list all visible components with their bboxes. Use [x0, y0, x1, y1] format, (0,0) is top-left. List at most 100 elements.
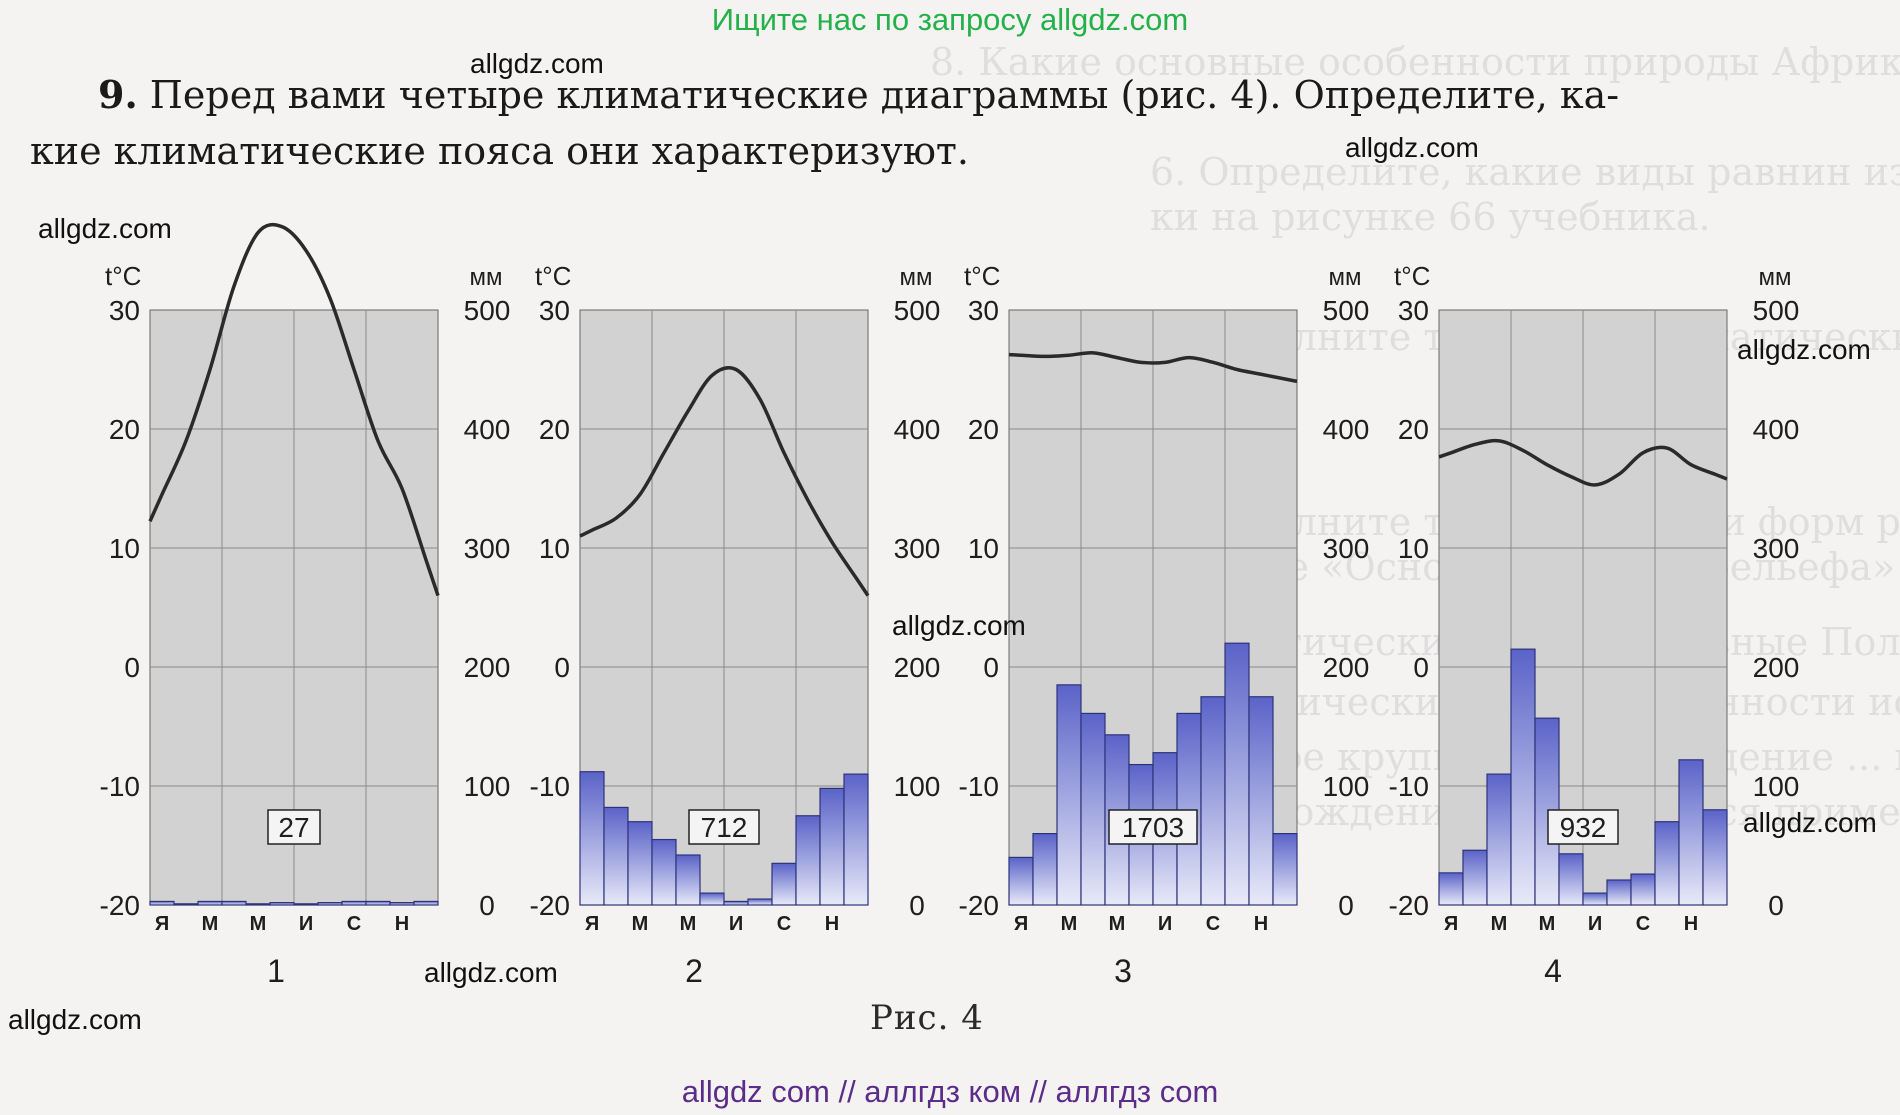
figure-caption: Рис. 4: [870, 998, 984, 1038]
precip-tick-300: 300: [1753, 533, 1800, 564]
precip-bar-month-11: [1248, 696, 1274, 906]
precip-bar-month-7: [1582, 892, 1608, 906]
precip-bar-month-10: [365, 900, 391, 906]
precip-bar-month-6: [699, 892, 725, 906]
precip-bar-month-11: [1678, 759, 1704, 906]
precip-bar-month-1: [1008, 856, 1034, 906]
precip-bar-month-2: [1462, 849, 1488, 906]
watermark-8: allgdz.com: [8, 1004, 142, 1035]
chart-number: 1: [267, 953, 285, 989]
total-precip-box: [688, 809, 760, 845]
precip-bar-month-4: [1510, 648, 1536, 906]
precip-bar-month-7: [723, 900, 749, 906]
precip-bar-month-12: [1272, 832, 1298, 906]
temp-tick-20: 20: [539, 414, 570, 445]
month-label: С: [1206, 913, 1220, 935]
top-banner: Ищите нас по запросу allgdz.com: [711, 2, 1189, 37]
precip-tick-400: 400: [1753, 414, 1800, 445]
temperature-line: [579, 366, 870, 597]
precip-bar-month-2: [1032, 832, 1058, 906]
precip-bar-month-6: [269, 902, 295, 906]
precip-tick-0: 0: [1768, 890, 1784, 921]
precip-bar-month-12: [413, 900, 439, 906]
task-number: 9.: [98, 72, 138, 117]
precip-bar-month-4: [221, 900, 247, 906]
precip-bar-month-8: [1176, 712, 1202, 906]
month-label: Н: [1254, 913, 1268, 935]
precip-bar-month-3: [197, 900, 223, 906]
precip-bar-month-8: [1606, 879, 1632, 906]
total-precip-value: 932: [1560, 812, 1607, 843]
total-precip-value: 1703: [1122, 812, 1184, 843]
precip-bar-month-6: [1558, 853, 1584, 906]
temp-tick--10: -10: [530, 771, 570, 802]
precip-axis-label: мм: [1759, 264, 1792, 291]
temp-tick-0: 0: [1413, 652, 1429, 683]
temperature-line: [1008, 351, 1298, 384]
month-label: М: [1061, 913, 1078, 935]
temperature-line: [148, 222, 440, 597]
temp-axis-label: t°C: [1394, 261, 1430, 291]
watermark-5: allgdz.com: [892, 610, 1026, 641]
precip-bar-month-9: [1630, 873, 1656, 906]
precip-bar-month-11: [819, 787, 845, 906]
chart-number: 2: [685, 953, 703, 989]
precip-tick-100: 100: [464, 771, 511, 802]
month-label: М: [1109, 913, 1126, 935]
precip-bar-month-12: [843, 773, 869, 906]
precip-tick-400: 400: [894, 414, 941, 445]
watermark-6: allgdz.com: [1743, 807, 1877, 838]
temp-tick-20: 20: [1398, 414, 1429, 445]
temp-tick-30: 30: [1398, 295, 1429, 326]
precip-tick-200: 200: [894, 652, 941, 683]
temp-axis-label: t°C: [105, 261, 141, 291]
precip-axis-label: мм: [470, 264, 503, 291]
watermark-1: allgdz.com: [470, 48, 604, 79]
temp-tick-0: 0: [554, 652, 570, 683]
month-label: М: [1539, 913, 1556, 935]
watermark-4: allgdz.com: [1737, 334, 1871, 365]
chart-number: 3: [1114, 953, 1132, 989]
precip-tick-200: 200: [464, 652, 511, 683]
precip-axis-label: мм: [1329, 264, 1362, 291]
precip-bar-month-5: [1534, 717, 1560, 906]
task-line-1: 9. Перед вами четыре климатические диагр…: [98, 72, 1619, 117]
month-label: И: [729, 913, 743, 935]
precip-bar-month-7: [293, 903, 319, 906]
precip-bar-month-2: [603, 806, 629, 906]
temp-tick--10: -10: [1389, 771, 1429, 802]
total-precip-box: [1547, 809, 1619, 845]
precip-bar-month-1: [579, 771, 605, 906]
precip-tick-100: 100: [1323, 771, 1370, 802]
task-text-line-1: Перед вами четыре климатические диаграмм…: [149, 73, 1620, 117]
precip-tick-100: 100: [1753, 771, 1800, 802]
temp-tick--10: -10: [959, 771, 999, 802]
precip-bar-month-3: [1056, 684, 1082, 906]
total-precip-box: [267, 809, 321, 845]
temp-tick-0: 0: [983, 652, 999, 683]
temp-tick-0: 0: [124, 652, 140, 683]
precip-bar-month-9: [771, 862, 797, 906]
temp-tick--20: -20: [959, 890, 999, 921]
precip-bar-month-8: [747, 898, 773, 906]
month-label: Я: [1014, 913, 1028, 935]
precip-tick-0: 0: [479, 890, 495, 921]
precip-tick-0: 0: [909, 890, 925, 921]
month-label: С: [1636, 913, 1650, 935]
precip-tick-500: 500: [894, 295, 941, 326]
precip-bar-month-2: [173, 903, 199, 906]
temp-tick-10: 10: [968, 533, 999, 564]
month-label: М: [250, 913, 267, 935]
precip-bar-month-11: [389, 902, 415, 906]
watermark-2: allgdz.com: [1345, 132, 1479, 163]
temp-tick-10: 10: [109, 533, 140, 564]
precip-bar-month-8: [317, 902, 343, 906]
precip-bar-month-9: [1200, 696, 1226, 906]
temp-tick-10: 10: [1398, 533, 1429, 564]
precip-bar-month-5: [675, 854, 701, 906]
temperature-line: [1438, 438, 1728, 487]
precip-tick-300: 300: [894, 533, 941, 564]
